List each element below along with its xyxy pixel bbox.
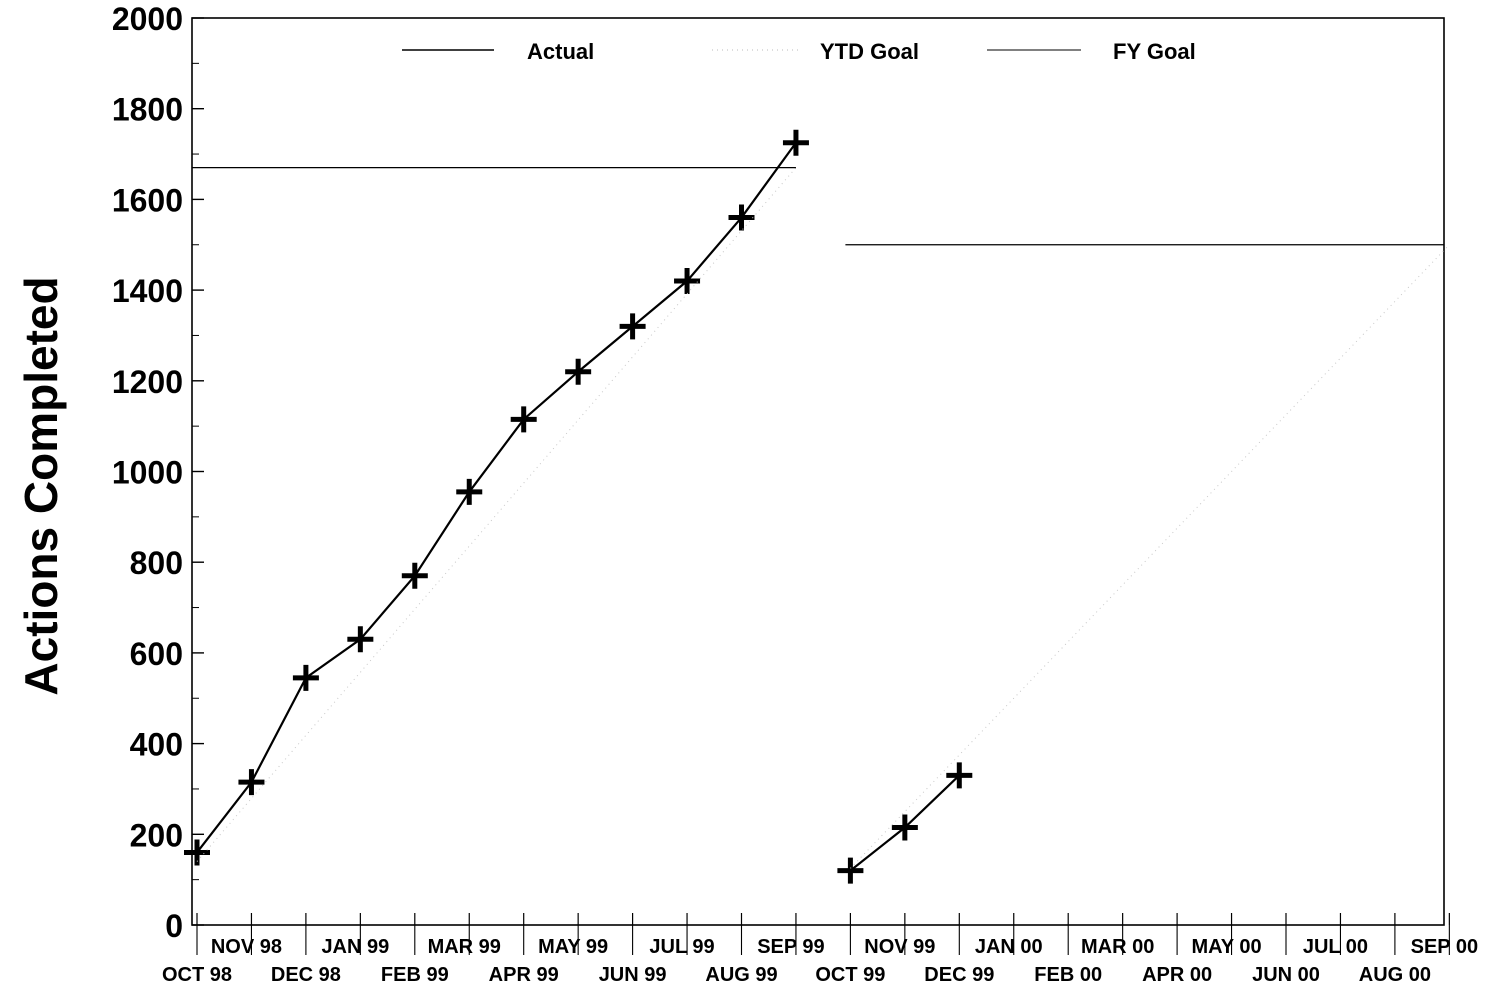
series-actual-point bbox=[238, 769, 265, 796]
legend-fy-goal-label: FY Goal bbox=[1113, 39, 1196, 64]
y-tick-label: 1400 bbox=[112, 273, 183, 309]
series-actual-line bbox=[196, 142, 797, 854]
x-tick-label: SEP 00 bbox=[1411, 936, 1478, 958]
series-actual-point bbox=[674, 268, 701, 295]
y-tick-label: 200 bbox=[130, 817, 183, 853]
y-tick-label: 0 bbox=[165, 908, 183, 944]
x-tick-label: NOV 98 bbox=[211, 936, 282, 958]
y-tick-label: 2000 bbox=[112, 1, 183, 37]
x-tick-label: JUN 99 bbox=[599, 964, 667, 986]
series-actual-point bbox=[401, 562, 428, 589]
plot-area: 0 200 400 600 800 1000 1200 1400 1600 1800 2000 OCT… bbox=[112, 1, 1478, 986]
series-actual-point bbox=[782, 129, 809, 156]
x-tick-label: JAN 00 bbox=[975, 936, 1043, 958]
x-tick-label: JUL 00 bbox=[1303, 936, 1368, 958]
x-tick-label: FEB 99 bbox=[381, 964, 449, 986]
x-tick-label: APR 99 bbox=[489, 964, 559, 986]
x-tick-label: AUG 00 bbox=[1359, 964, 1431, 986]
x-tick-label: MAY 99 bbox=[538, 936, 608, 958]
y-tick-label: 1200 bbox=[112, 364, 183, 400]
x-tick-label: JUL 99 bbox=[649, 936, 714, 958]
x-tick-label: DEC 99 bbox=[924, 964, 994, 986]
x-tick-label: FEB 00 bbox=[1034, 964, 1102, 986]
y-tick-label: 400 bbox=[130, 727, 183, 763]
y-tick-label: 1600 bbox=[112, 182, 183, 218]
x-tick-label: JUN 00 bbox=[1252, 964, 1320, 986]
x-tick-label: SEP 99 bbox=[757, 936, 824, 958]
series-actual-point bbox=[891, 814, 918, 841]
series-actual-point bbox=[837, 857, 864, 884]
series-actual-point bbox=[565, 358, 592, 385]
series-actual-point bbox=[946, 762, 973, 789]
x-tick-label: JAN 99 bbox=[321, 936, 389, 958]
legend-ytd-goal-label: YTD Goal bbox=[820, 39, 919, 64]
series-actual-point bbox=[510, 406, 537, 433]
y-tick-label: 800 bbox=[130, 545, 183, 581]
series-actual-point bbox=[456, 478, 483, 505]
x-tick-label: OCT 99 bbox=[815, 964, 885, 986]
x-tick-label: MAY 00 bbox=[1192, 936, 1262, 958]
x-tick-label: APR 00 bbox=[1142, 964, 1212, 986]
series-actual-point bbox=[292, 664, 319, 691]
series-ytd-goal-line bbox=[850, 244, 1450, 869]
x-tick-label: NOV 99 bbox=[864, 936, 935, 958]
y-tick-label: 1000 bbox=[112, 455, 183, 491]
x-tick-label: OCT 98 bbox=[162, 964, 232, 986]
series-ytd-goal-line bbox=[196, 167, 797, 862]
legend: Actual YTD Goal FY Goal bbox=[402, 39, 1196, 64]
y-axis-title: Actions Completed bbox=[15, 276, 67, 695]
x-tick-label: MAR 99 bbox=[428, 936, 501, 958]
x-tick-label: DEC 98 bbox=[271, 964, 341, 986]
y-tick-label: 1800 bbox=[112, 92, 183, 128]
series-actual-point bbox=[728, 204, 755, 231]
x-tick-label: AUG 99 bbox=[705, 964, 777, 986]
x-tick-label: MAR 00 bbox=[1081, 936, 1154, 958]
plot-frame bbox=[191, 17, 1445, 926]
series-actual-point bbox=[347, 626, 374, 653]
series-actual-point bbox=[184, 839, 210, 866]
series-actual-point bbox=[619, 313, 646, 340]
legend-actual-label: Actual bbox=[527, 39, 594, 64]
y-tick-label: 600 bbox=[130, 636, 183, 672]
